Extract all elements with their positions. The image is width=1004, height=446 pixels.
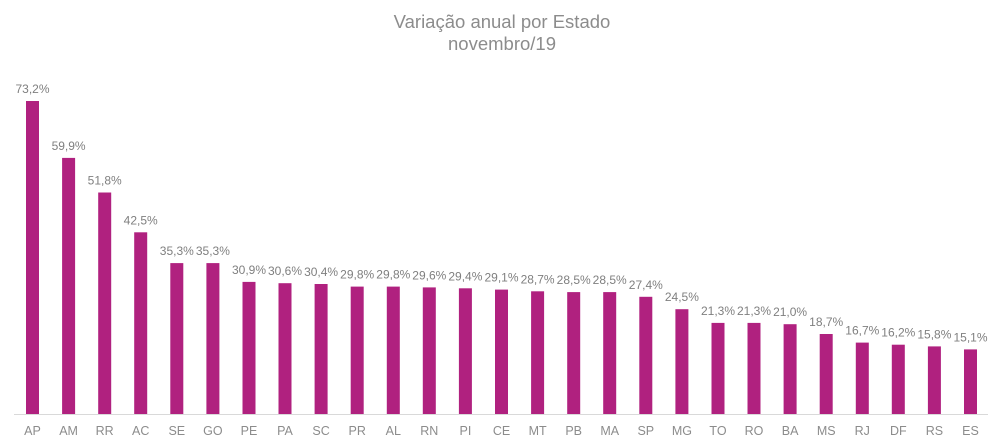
bar-df	[891, 344, 905, 414]
value-label-to: 21,3%	[701, 304, 735, 318]
x-tick-label-df: DF	[890, 424, 907, 438]
x-tick-label-am: AM	[59, 424, 78, 438]
bar-pe	[242, 281, 256, 414]
bar-al	[386, 286, 400, 414]
value-label-pa: 30,6%	[268, 264, 302, 278]
chart-subtitle: novembro/19	[448, 33, 556, 54]
bar-sc	[314, 284, 328, 414]
x-tick-label-ro: RO	[745, 424, 764, 438]
bar-rj	[855, 342, 869, 414]
x-tick-label-ms: MS	[817, 424, 836, 438]
value-label-al: 29,8%	[376, 268, 410, 282]
value-label-rj: 16,7%	[845, 324, 879, 338]
value-label-ac: 42,5%	[124, 213, 158, 227]
value-label-am: 59,9%	[52, 139, 86, 153]
bar-to	[711, 322, 725, 414]
bar-ce	[495, 289, 508, 414]
x-tick-label-ce: CE	[493, 424, 510, 438]
bar-mg	[675, 309, 689, 414]
x-tick-label-rs: RS	[926, 424, 943, 438]
x-tick-label-pa: PA	[277, 424, 293, 438]
value-label-es: 15,1%	[953, 330, 987, 344]
x-tick-label-ma: MA	[600, 424, 619, 438]
value-label-ro: 21,3%	[737, 304, 771, 318]
value-label-sc: 30,4%	[304, 265, 338, 279]
x-tick-label-al: AL	[386, 424, 401, 438]
x-tick-label-pi: PI	[459, 424, 471, 438]
x-tick-label-es: ES	[962, 424, 979, 438]
value-label-ap: 73,2%	[15, 82, 49, 96]
bar-ma	[603, 292, 617, 414]
bar-es	[964, 349, 977, 414]
bar-ba	[783, 324, 797, 414]
bar-pr	[350, 286, 364, 414]
bar-pi	[458, 288, 472, 414]
x-tick-label-rj: RJ	[855, 424, 870, 438]
bar-sp	[639, 296, 653, 414]
bar-ac	[134, 232, 148, 414]
x-tick-label-sp: SP	[637, 424, 654, 438]
x-tick-label-sc: SC	[312, 424, 329, 438]
x-tick-label-pb: PB	[565, 424, 582, 438]
value-label-pe: 30,9%	[232, 263, 266, 277]
chart-title: Variação anual por Estado	[393, 11, 611, 32]
bar-pa	[278, 283, 292, 414]
bar-rs	[927, 346, 941, 414]
value-label-rs: 15,8%	[917, 327, 951, 341]
value-label-rr: 51,8%	[88, 174, 122, 188]
value-label-ce: 29,1%	[484, 271, 518, 285]
x-tick-label-se: SE	[168, 424, 185, 438]
bar-se	[170, 263, 184, 414]
x-tick-label-mt: MT	[529, 424, 547, 438]
x-tick-label-ap: AP	[24, 424, 41, 438]
x-tick-label-to: TO	[709, 424, 726, 438]
value-label-pb: 28,5%	[557, 273, 591, 287]
value-label-sp: 27,4%	[629, 278, 663, 292]
bar-mt	[531, 291, 545, 414]
bar-go	[206, 263, 220, 414]
bar-am	[62, 157, 76, 414]
value-label-ma: 28,5%	[593, 273, 627, 287]
value-label-mg: 24,5%	[665, 290, 699, 304]
value-label-se: 35,3%	[160, 244, 194, 258]
x-tick-label-ac: AC	[132, 424, 149, 438]
x-tick-label-go: GO	[203, 424, 223, 438]
value-label-df: 16,2%	[881, 326, 915, 340]
x-tick-label-rr: RR	[96, 424, 114, 438]
value-label-go: 35,3%	[196, 244, 230, 258]
bar-ro	[747, 322, 761, 414]
value-label-pi: 29,4%	[448, 269, 482, 283]
value-label-ba: 21,0%	[773, 305, 807, 319]
x-tick-label-rn: RN	[420, 424, 438, 438]
x-tick-label-pr: PR	[349, 424, 366, 438]
bar-ms	[819, 334, 833, 414]
x-tick-label-pe: PE	[241, 424, 258, 438]
value-label-ms: 18,7%	[809, 315, 843, 329]
value-label-mt: 28,7%	[521, 272, 555, 286]
bar-rn	[422, 287, 436, 414]
bar-pb	[567, 292, 581, 414]
bar-rr	[98, 192, 112, 414]
value-label-rn: 29,6%	[412, 268, 446, 282]
value-label-pr: 29,8%	[340, 268, 374, 282]
x-tick-label-ba: BA	[782, 424, 799, 438]
bar-ap	[26, 101, 39, 414]
x-tick-label-mg: MG	[672, 424, 692, 438]
